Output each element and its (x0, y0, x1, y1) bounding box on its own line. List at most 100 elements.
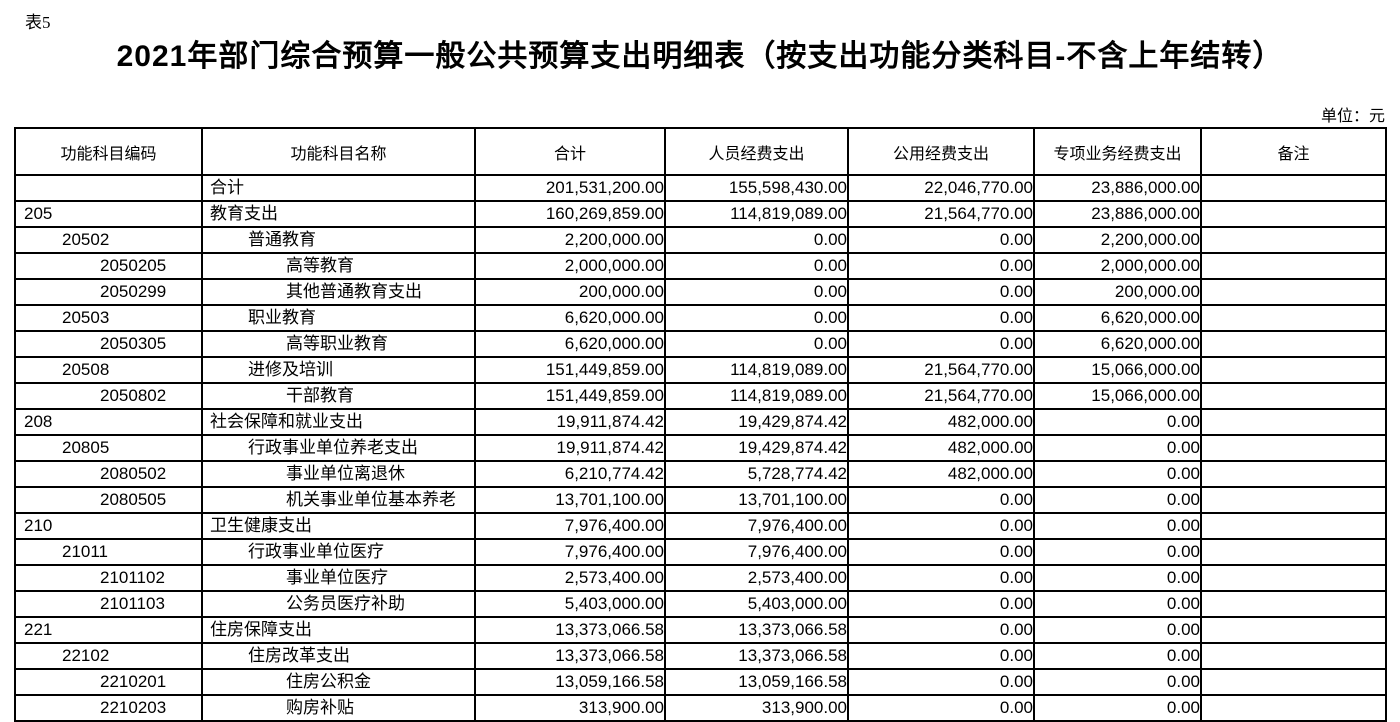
public-cell: 482,000.00 (847, 434, 1035, 462)
special-cell: 2,000,000.00 (1033, 252, 1202, 280)
total-cell: 5,403,000.00 (474, 590, 666, 618)
table-row: 2050305 高等职业教育 6,620,000.00 0.00 0.00 6,620,0… (14, 330, 1387, 358)
name-cell: 卫生健康支出 (201, 512, 476, 540)
special-cell: 0.00 (1033, 460, 1202, 488)
personnel-cell: 13,701,100.00 (664, 486, 849, 514)
table-row: 2101103 公务员医疗补助 5,403,000.00 5,403,000.00 0.… (14, 590, 1387, 618)
name-cell: 公务员医疗补助 (201, 590, 476, 618)
personnel-cell: 2,573,400.00 (664, 564, 849, 592)
table-row: 21011 行政事业单位医疗 7,976,400.00 7,976,400.00 0.0… (14, 538, 1387, 566)
name-cell: 高等职业教育 (201, 330, 476, 358)
special-cell: 0.00 (1033, 512, 1202, 540)
special-cell: 15,066,000.00 (1033, 382, 1202, 410)
name-cell: 事业单位离退休 (201, 460, 476, 488)
unit-label: 单位：元 (1320, 108, 1385, 125)
special-cell: 6,620,000.00 (1033, 304, 1202, 332)
public-cell: 22,046,770.00 (847, 174, 1035, 202)
total-cell: 200,000.00 (474, 278, 666, 306)
total-cell: 6,620,000.00 (474, 304, 666, 332)
remark-cell (1200, 460, 1387, 488)
remark-cell (1200, 694, 1387, 722)
special-cell: 0.00 (1033, 434, 1202, 462)
table-row: 2210201 住房公积金 13,059,166.58 13,059,166.58 0.… (14, 668, 1387, 696)
name-cell: 行政事业单位养老支出 (201, 434, 476, 462)
special-cell: 0.00 (1033, 642, 1202, 670)
total-cell: 201,531,200.00 (474, 174, 666, 202)
table-row: 2210203 购房补贴 313,900.00 313,900.00 0.00 0.00 (14, 694, 1387, 722)
total-cell: 313,900.00 (474, 694, 666, 722)
table-row: 2050299 其他普通教育支出 200,000.00 0.00 0.00 200,000… (14, 278, 1387, 306)
name-cell: 事业单位医疗 (201, 564, 476, 592)
public-cell: 0.00 (847, 538, 1035, 566)
table-row: 210 卫生健康支出 7,976,400.00 7,976,400.00 0.00 0.0… (14, 512, 1387, 540)
name-cell: 高等教育 (201, 252, 476, 280)
code-cell: 21011 (14, 538, 203, 566)
code-cell: 2210203 (14, 694, 203, 722)
table-label: 表5 (25, 13, 51, 32)
name-cell: 教育支出 (201, 200, 476, 228)
code-cell: 2101103 (14, 590, 203, 618)
total-cell: 2,000,000.00 (474, 252, 666, 280)
remark-cell (1200, 564, 1387, 592)
remark-cell (1200, 538, 1387, 566)
table-header: 功能科目编码 功能科目名称 合计 人员经费支出 公用经费支出 专项业务经费支出 … (14, 127, 1387, 176)
public-cell: 0.00 (847, 278, 1035, 306)
remark-cell (1200, 408, 1387, 436)
code-cell: 20503 (14, 304, 203, 332)
total-cell: 160,269,859.00 (474, 200, 666, 228)
table-row: 2080502 事业单位离退休 6,210,774.42 5,728,774.42 48… (14, 460, 1387, 488)
personnel-cell: 13,373,066.58 (664, 642, 849, 670)
special-cell: 0.00 (1033, 590, 1202, 618)
col-header-special: 专项业务经费支出 (1033, 127, 1202, 176)
budget-table: 功能科目编码 功能科目名称 合计 人员经费支出 公用经费支出 专项业务经费支出 … (14, 127, 1387, 722)
table-body: 合计 201,531,200.00 155,598,430.00 22,046,770… (14, 174, 1387, 722)
name-cell: 机关事业单位基本养老 (201, 486, 476, 514)
special-cell: 15,066,000.00 (1033, 356, 1202, 384)
total-cell: 151,449,859.00 (474, 382, 666, 410)
public-cell: 482,000.00 (847, 408, 1035, 436)
total-cell: 2,573,400.00 (474, 564, 666, 592)
personnel-cell: 0.00 (664, 304, 849, 332)
remark-cell (1200, 668, 1387, 696)
remark-cell (1200, 278, 1387, 306)
table-row: 20508 进修及培训 151,449,859.00 114,819,089.00 21… (14, 356, 1387, 384)
personnel-cell: 155,598,430.00 (664, 174, 849, 202)
code-cell: 2101102 (14, 564, 203, 592)
name-cell: 其他普通教育支出 (201, 278, 476, 306)
remark-cell (1200, 590, 1387, 618)
code-cell: 20805 (14, 434, 203, 462)
table-row: 20503 职业教育 6,620,000.00 0.00 0.00 6,620,000.0… (14, 304, 1387, 332)
personnel-cell: 7,976,400.00 (664, 538, 849, 566)
table-row: 2050205 高等教育 2,000,000.00 0.00 0.00 2,000,000… (14, 252, 1387, 280)
table-row: 20502 普通教育 2,200,000.00 0.00 0.00 2,200,000.0… (14, 226, 1387, 254)
code-cell: 20502 (14, 226, 203, 254)
table-row: 22102 住房改革支出 13,373,066.58 13,373,066.58 0.0… (14, 642, 1387, 670)
table-row: 2080505 机关事业单位基本养老 13,701,100.00 13,701,100… (14, 486, 1387, 514)
code-cell: 2050802 (14, 382, 203, 410)
total-cell: 13,059,166.58 (474, 668, 666, 696)
remark-cell (1200, 174, 1387, 202)
public-cell: 0.00 (847, 642, 1035, 670)
code-cell (14, 174, 203, 202)
name-cell: 住房公积金 (201, 668, 476, 696)
public-cell: 0.00 (847, 694, 1035, 722)
public-cell: 21,564,770.00 (847, 200, 1035, 228)
personnel-cell: 0.00 (664, 252, 849, 280)
public-cell: 0.00 (847, 226, 1035, 254)
code-cell: 2050205 (14, 252, 203, 280)
public-cell: 0.00 (847, 512, 1035, 540)
public-cell: 482,000.00 (847, 460, 1035, 488)
public-cell: 0.00 (847, 616, 1035, 644)
special-cell: 0.00 (1033, 694, 1202, 722)
special-cell: 0.00 (1033, 668, 1202, 696)
table-row: 20805 行政事业单位养老支出 19,911,874.42 19,429,874.4… (14, 434, 1387, 462)
public-cell: 0.00 (847, 486, 1035, 514)
col-header-public: 公用经费支出 (847, 127, 1035, 176)
remark-cell (1200, 434, 1387, 462)
col-header-remark: 备注 (1200, 127, 1387, 176)
total-cell: 6,620,000.00 (474, 330, 666, 358)
total-cell: 19,911,874.42 (474, 434, 666, 462)
code-cell: 20508 (14, 356, 203, 384)
remark-cell (1200, 304, 1387, 332)
code-cell: 2080505 (14, 486, 203, 514)
